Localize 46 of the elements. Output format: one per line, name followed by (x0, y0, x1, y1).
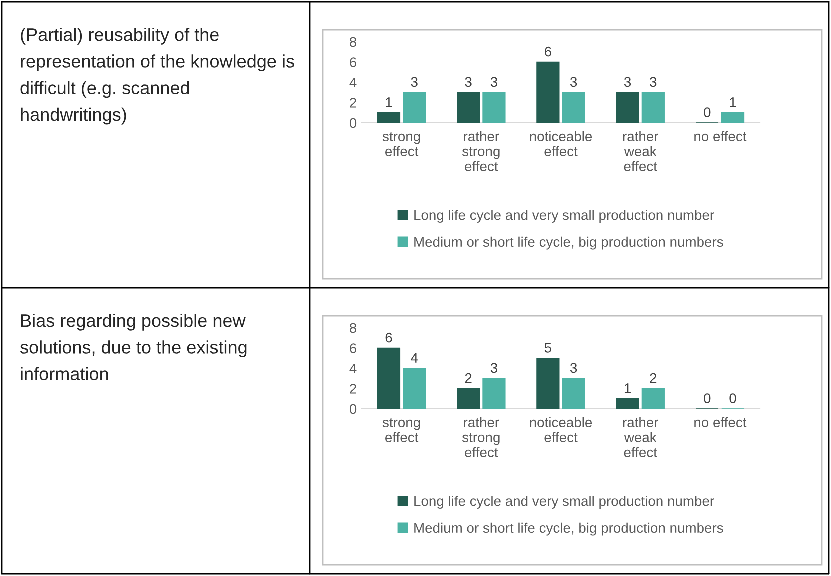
data-label: 4 (411, 353, 418, 363)
x-tick-label: noticeable effect (530, 131, 592, 156)
data-label: 3 (650, 77, 657, 88)
y-tick-label: 8 (350, 37, 357, 48)
data-label: 3 (570, 363, 578, 374)
y-tick-label: 2 (350, 384, 356, 394)
x-tick-label: rather strong effect (462, 417, 500, 458)
data-label: 2 (650, 373, 657, 384)
x-tick-label: strong effect (382, 132, 420, 156)
data-label: 0 (704, 108, 711, 118)
y-tick-label: 6 (350, 344, 357, 354)
y-tick-label: 4 (350, 78, 357, 88)
data-label: 0 (704, 394, 711, 404)
data-label: 3 (465, 77, 472, 88)
legend-label: Long life cycle and very small production number (414, 210, 714, 223)
x-tick-label: rather weak effect (623, 417, 659, 458)
x-tick-label: no effect (694, 131, 747, 142)
data-label: 3 (490, 363, 498, 374)
data-label: 3 (570, 77, 578, 88)
legend-label: Medium or short life cycle, big production numbers (414, 522, 724, 536)
x-tick-label: rather weak effect (623, 131, 659, 172)
x-tick-label: no effect (694, 417, 747, 428)
x-tick-label: noticeable effect (530, 417, 592, 442)
x-tick-label: strong effect (382, 418, 420, 442)
data-label: 1 (624, 384, 631, 394)
data-label: 1 (386, 98, 392, 108)
y-tick-label: 0 (350, 118, 357, 128)
data-label: 1 (730, 98, 736, 108)
data-label: 2 (465, 373, 472, 384)
y-tick-label: 6 (350, 58, 357, 68)
y-tick-label: 0 (350, 404, 357, 414)
x-tick-label: rather strong effect (462, 131, 500, 172)
data-label: 3 (624, 77, 632, 88)
data-label: 6 (545, 46, 552, 57)
y-tick-label: 8 (350, 323, 357, 334)
text: (Partial) reusability of the representation of the knowledge is difficult (e.g. scanned handwritings) (20, 28, 294, 125)
y-tick-label: 2 (350, 98, 356, 108)
y-tick-label: 4 (350, 364, 357, 374)
data-label: 3 (411, 77, 418, 88)
legend-label: Medium or short life cycle, big production numbers (414, 236, 724, 250)
data-label: 6 (386, 332, 392, 343)
data-label: 0 (730, 394, 736, 404)
data-label: 3 (490, 77, 498, 88)
data-label: 5 (544, 343, 552, 353)
text: Bias regarding possible new solutions, due to the existing information (20, 314, 247, 381)
legend-label: Long life cycle and very small production number (414, 496, 714, 509)
